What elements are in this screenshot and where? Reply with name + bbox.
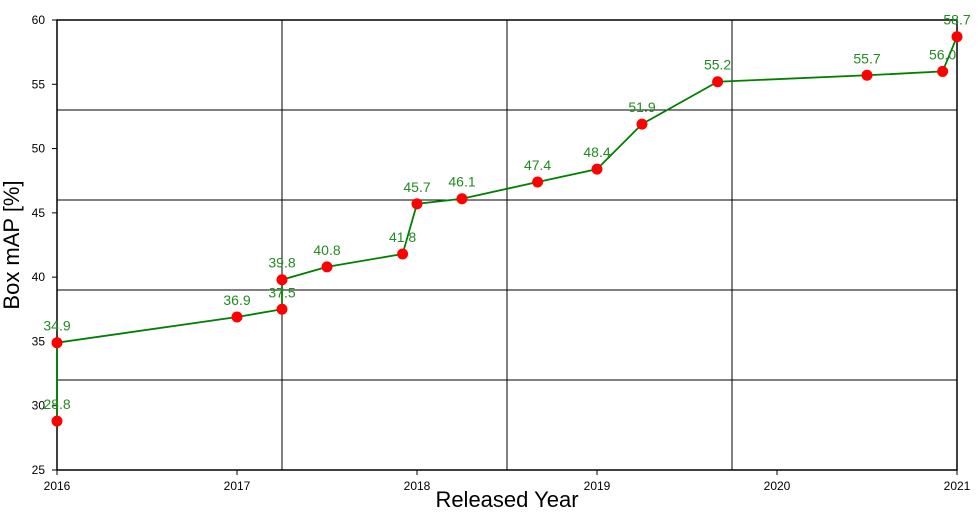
y-axis-title: Box mAP [%] <box>0 180 24 309</box>
data-label: 45.7 <box>403 179 430 195</box>
y-tick-label: 40 <box>32 270 46 284</box>
y-tick-label: 25 <box>32 463 46 477</box>
x-tick-label: 2018 <box>404 479 431 493</box>
data-point <box>951 31 963 43</box>
data-label: 37.5 <box>268 284 295 300</box>
data-point <box>276 274 288 286</box>
data-point <box>51 415 63 427</box>
y-tick-label: 50 <box>32 142 46 156</box>
data-label: 40.8 <box>313 242 340 258</box>
x-tick-label: 2020 <box>764 479 791 493</box>
data-label: 48.4 <box>583 144 610 160</box>
data-point <box>51 337 63 349</box>
data-point <box>411 198 423 210</box>
y-axis-ticks: 25 30 35 40 45 50 55 60 <box>32 13 57 477</box>
data-labels: 28.8 34.9 36.9 37.5 39.8 40.8 41.8 45.7 46.1 47.4… <box>43 12 970 412</box>
series-line <box>56 36 958 422</box>
data-point <box>397 248 409 260</box>
x-tick-label: 2017 <box>224 479 251 493</box>
data-point <box>636 118 648 130</box>
data-label: 55.7 <box>853 50 880 66</box>
y-tick-label: 55 <box>32 77 46 91</box>
plot-frame <box>56 19 958 471</box>
x-tick-label: 2021 <box>944 479 971 493</box>
data-label: 46.1 <box>448 174 475 190</box>
data-point <box>276 303 288 315</box>
data-label: 41.8 <box>389 229 416 245</box>
data-label: 39.8 <box>268 255 295 271</box>
y-tick-label: 45 <box>32 206 46 220</box>
y-tick-label: 60 <box>32 13 46 27</box>
y-tick-label: 35 <box>32 334 46 348</box>
data-point <box>532 176 544 188</box>
data-label: 28.8 <box>43 396 70 412</box>
data-label: 58.7 <box>943 12 970 28</box>
data-point <box>591 163 603 175</box>
x-tick-label: 2016 <box>44 479 71 493</box>
x-axis-ticks: 2016 2017 2018 2019 2020 2021 <box>44 470 971 493</box>
data-label: 34.9 <box>43 318 70 334</box>
data-label: 56.0 <box>929 46 956 62</box>
data-label: 36.9 <box>223 292 250 308</box>
data-point <box>456 193 468 205</box>
data-point <box>861 69 873 81</box>
data-label: 55.2 <box>704 57 731 73</box>
data-point <box>321 261 333 273</box>
y-tick-label: 30 <box>32 399 46 413</box>
data-label: 51.9 <box>628 99 655 115</box>
grid-lines <box>57 20 957 470</box>
x-axis-title: Released Year <box>435 487 578 512</box>
data-point <box>937 65 949 77</box>
data-point <box>231 311 243 323</box>
x-tick-label: 2019 <box>584 479 611 493</box>
data-points <box>51 31 963 427</box>
data-label: 47.4 <box>524 157 551 173</box>
data-point <box>712 76 724 88</box>
